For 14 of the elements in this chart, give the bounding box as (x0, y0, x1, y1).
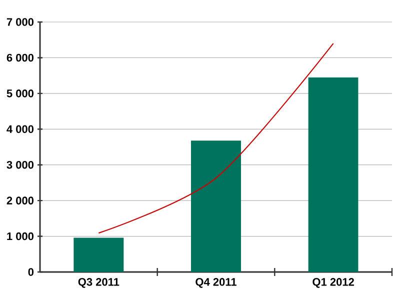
x-tick-label: Q1 2012 (312, 278, 354, 288)
y-tick-label: 7 000 (6, 18, 34, 26)
bar (190, 140, 241, 272)
bar (308, 77, 358, 272)
y-tick-label: 4 000 (6, 125, 34, 134)
x-tick-label: Q3 2011 (78, 278, 120, 288)
bar (74, 238, 124, 272)
y-tick-label: 0 (28, 268, 34, 276)
y-tick-label: 3 000 (6, 160, 34, 169)
x-tick-label: Q4 2011 (196, 278, 236, 288)
y-tick-label: 2 000 (6, 196, 34, 204)
y-tick-label: 1 000 (7, 232, 34, 240)
y-tick-label: 5 000 (6, 90, 34, 98)
y-tick-label: 6 000 (6, 54, 34, 62)
